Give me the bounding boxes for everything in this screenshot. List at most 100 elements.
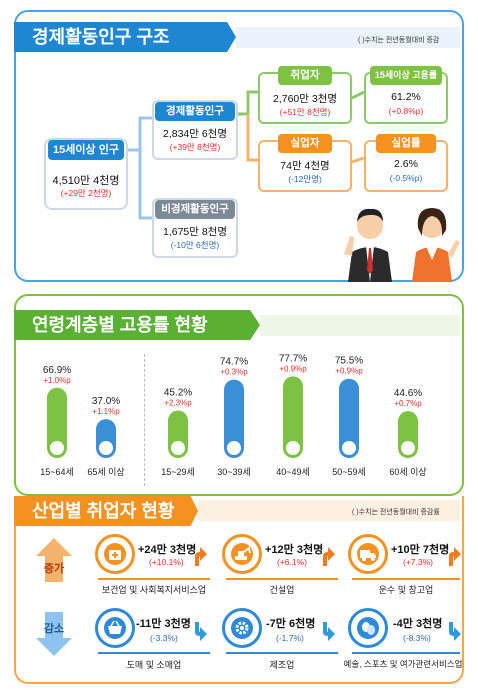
age-bar-change: +1.1%p bbox=[92, 407, 120, 416]
decrease-item-circle bbox=[95, 608, 135, 648]
down-trend-icon bbox=[449, 622, 461, 641]
age-panel bbox=[14, 294, 464, 496]
pop15-label: 15세이상 인구 bbox=[48, 140, 124, 160]
age-bar-value: 77.7% bbox=[279, 353, 307, 364]
increase-item-value: +12만 3천명 bbox=[265, 544, 324, 556]
structure-connectors bbox=[128, 90, 365, 220]
structure-title-strip bbox=[236, 27, 460, 48]
age-bar bbox=[47, 387, 67, 458]
person-icon bbox=[227, 441, 241, 455]
age-title-strip bbox=[260, 315, 460, 336]
increase-item-change: (+7.3%) bbox=[403, 557, 433, 567]
decrease-item-value: -7만 6천명 bbox=[266, 618, 316, 630]
emp-rate-change: (+0.8%p) bbox=[388, 106, 424, 116]
active-value: 2,834만 6천명 bbox=[162, 128, 227, 140]
increase-item-value: +10만 7천명 bbox=[391, 544, 450, 556]
industry-title-strip bbox=[198, 500, 460, 521]
age-bar-value: 44.6% bbox=[394, 388, 422, 399]
person-icon bbox=[99, 441, 113, 455]
employed-label: 취업자 bbox=[278, 66, 332, 85]
age-bar bbox=[224, 379, 244, 458]
age-bar bbox=[339, 378, 359, 458]
age-bar-change: +2.3%p bbox=[164, 399, 192, 408]
decrease-label: 감소 bbox=[43, 623, 65, 635]
unemployed-label: 실업자 bbox=[278, 134, 332, 153]
age-bar-change: +0.9%p bbox=[335, 367, 363, 376]
increase-item-name: 보건업 및 사회복지서비스업 bbox=[101, 585, 207, 595]
increase-item-change: (+6.1%) bbox=[277, 557, 307, 567]
decrease-item-divider bbox=[226, 652, 338, 654]
age-title: 연령계층별 고용률 현황 bbox=[14, 310, 260, 340]
emp-rate-label: 15세이상 고용률 bbox=[370, 66, 442, 85]
truck-icon bbox=[357, 543, 379, 565]
up-trend-icon bbox=[449, 547, 461, 566]
age-bar-label: 15~64세 bbox=[40, 467, 74, 477]
unemployed-value: 74만 4천명 bbox=[280, 160, 330, 172]
increase-item-circle bbox=[222, 534, 262, 574]
decrease-arrow-icon bbox=[36, 612, 72, 656]
increase-label: 증가 bbox=[43, 563, 65, 575]
increase-item-name: 건설업 bbox=[269, 585, 295, 595]
increase-item-divider bbox=[226, 578, 338, 580]
unemp-rate-label: 실업률 bbox=[376, 134, 436, 153]
industry-panel bbox=[14, 496, 464, 684]
age-bar-label: 50~59세 bbox=[332, 467, 366, 477]
person-icon bbox=[286, 441, 300, 455]
age-bar bbox=[283, 376, 303, 458]
down-trend-icon bbox=[195, 622, 207, 641]
gear-icon bbox=[231, 617, 253, 639]
business-people-illustration bbox=[344, 208, 460, 282]
age-bar-value: 74.7% bbox=[220, 357, 248, 368]
structure-title: 경제활동인구 구조 bbox=[14, 22, 236, 52]
increase-item-change: (+10.1%) bbox=[149, 557, 184, 567]
decrease-item-divider bbox=[352, 652, 460, 654]
age-bar-value: 37.0% bbox=[92, 396, 120, 407]
unemp-rate-value: 2.6% bbox=[394, 158, 418, 170]
active-label: 경제활동인구 bbox=[155, 102, 235, 121]
shopping-basket-icon bbox=[104, 617, 126, 639]
increase-item-circle bbox=[95, 534, 135, 574]
employed-change: (+51만 8천명) bbox=[279, 107, 331, 117]
increase-item-name: 운수 및 창고업 bbox=[378, 585, 434, 595]
increase-item-circle bbox=[348, 534, 388, 574]
person-icon bbox=[171, 441, 185, 455]
masks-icon bbox=[357, 617, 379, 639]
down-trend-icon bbox=[323, 622, 335, 641]
up-trend-icon bbox=[323, 547, 335, 566]
person-icon bbox=[342, 441, 356, 455]
age-bar-label: 15~29세 bbox=[161, 467, 195, 477]
unemp-rate-change: (-0.5%p) bbox=[389, 173, 423, 183]
increase-item-divider bbox=[98, 578, 210, 580]
decrease-item-name: 제조업 bbox=[269, 660, 295, 670]
decrease-item-value: -4만 3천명 bbox=[393, 618, 443, 630]
excavator-icon bbox=[231, 543, 253, 565]
unemployed-change: (-12만명) bbox=[288, 174, 322, 184]
person-icon bbox=[401, 441, 415, 455]
decrease-item-change: (-3.3%) bbox=[150, 633, 178, 643]
age-bar-value: 45.2% bbox=[164, 388, 192, 399]
decrease-item-value: -11만 3천명 bbox=[136, 618, 191, 630]
decrease-item-circle bbox=[348, 608, 388, 648]
inactive-label: 비경제활동인구 bbox=[155, 200, 235, 219]
decrease-item-divider bbox=[98, 652, 210, 654]
age-bar-value: 75.5% bbox=[335, 356, 363, 367]
age-bar-change: +1.0%p bbox=[43, 376, 71, 385]
age-bar-change: +0.7%p bbox=[394, 399, 422, 408]
structure-panel bbox=[14, 10, 464, 282]
inactive-change: (-10만 6천명) bbox=[170, 240, 220, 250]
age-bar-label: 40~49세 bbox=[276, 467, 310, 477]
age-bar-label: 60세 이상 bbox=[389, 467, 426, 477]
industry-title: 산업별 취업자 현황 bbox=[14, 496, 198, 526]
decrease-item-change: (-8.3%) bbox=[403, 633, 431, 643]
decrease-item-name: 도매 및 소매업 bbox=[126, 660, 182, 670]
age-bar-label: 65세 이상 bbox=[87, 467, 124, 477]
pop15-value: 4,510만 4천명 bbox=[52, 175, 120, 187]
emp-rate-value: 61.2% bbox=[391, 91, 421, 103]
increase-item-divider bbox=[352, 578, 460, 580]
increase-item-value: +24만 3천명 bbox=[138, 544, 197, 556]
up-trend-icon bbox=[195, 547, 207, 566]
medical-kit-icon bbox=[104, 543, 126, 565]
employed-value: 2,760만 3천명 bbox=[272, 93, 337, 105]
age-bar-change: +0.9%p bbox=[279, 364, 307, 373]
